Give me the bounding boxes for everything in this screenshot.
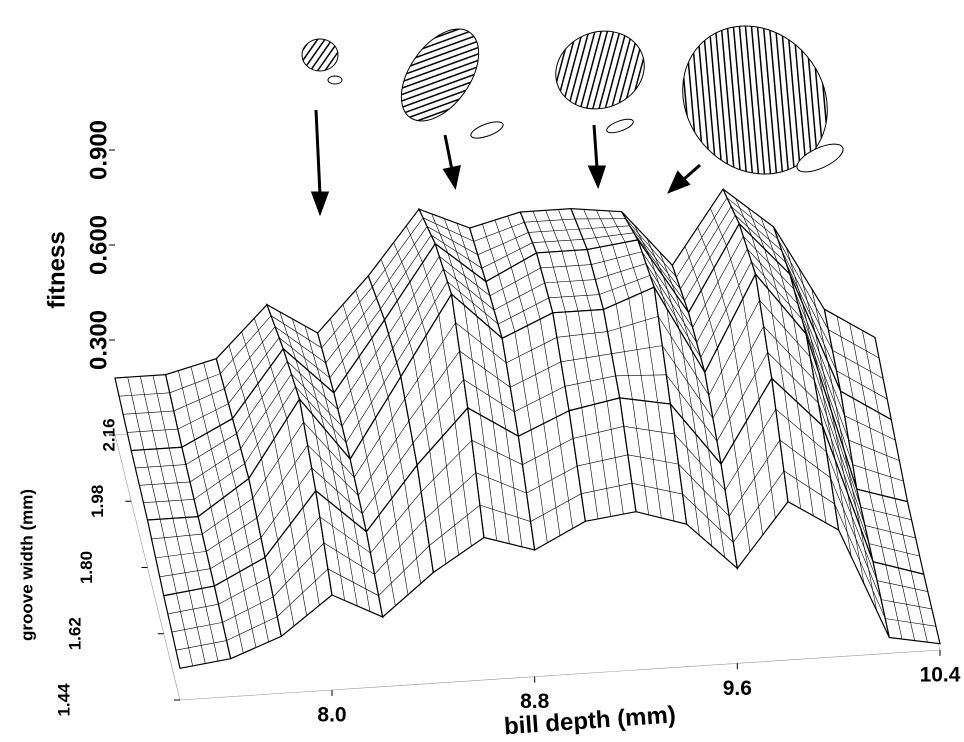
arrowhead <box>313 193 327 212</box>
arrow <box>594 125 597 168</box>
pinecones <box>302 0 857 203</box>
arrow <box>445 135 452 170</box>
arrow <box>316 110 320 195</box>
pinecone <box>386 15 495 135</box>
arrowhead <box>590 167 604 185</box>
z-tick-label: 0.300 <box>85 310 112 370</box>
y-axis-title: groove width (mm) <box>17 489 36 641</box>
seed <box>605 117 635 136</box>
x-tick-label: 8.8 <box>520 690 550 713</box>
y-tick-label: 1.62 <box>66 617 85 650</box>
arrowhead <box>670 173 688 191</box>
y-tick-label: 1.98 <box>88 485 107 518</box>
arrows <box>313 110 700 212</box>
surface-cell <box>873 562 940 644</box>
x-tick-label: 10.4 <box>920 664 961 687</box>
arrowhead <box>445 167 459 186</box>
x-tick-label: 8.0 <box>317 704 346 727</box>
pinecone <box>545 19 656 121</box>
surface <box>115 189 940 700</box>
z-axis-title: fitness <box>43 231 70 308</box>
z-tick-label: 0.600 <box>85 215 112 275</box>
z-tick-label: 0.900 <box>85 120 112 180</box>
x-tick-label: 9.6 <box>723 677 752 700</box>
seed <box>328 76 342 84</box>
seed <box>469 119 505 142</box>
pinecone <box>653 0 857 203</box>
y-tick-label: 1.44 <box>54 683 73 717</box>
arrow <box>683 165 700 180</box>
chart: fitness groove width (mm) bill depth (mm… <box>0 0 964 737</box>
pinecone <box>302 39 338 71</box>
y-tick-label: 1.80 <box>77 551 96 584</box>
y-tick-label: 2.16 <box>99 418 118 451</box>
